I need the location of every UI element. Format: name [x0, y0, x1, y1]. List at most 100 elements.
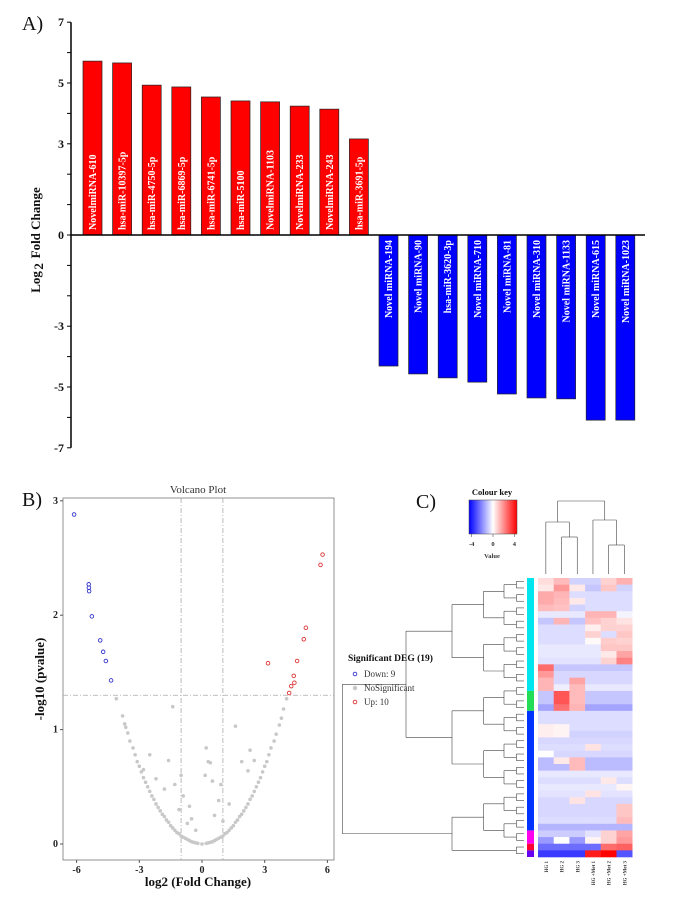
heatmap-cell: [585, 744, 602, 752]
heatmap-cell: [585, 704, 602, 712]
heatmap-cell: [616, 664, 633, 672]
heatmap-cell: [569, 750, 586, 758]
point-nosignificant: [123, 725, 128, 730]
heatmap-cell: [616, 637, 633, 645]
bar-label: Novel miRNA-90: [414, 240, 425, 313]
heatmap-cell: [538, 850, 554, 858]
heatmap-cell: [585, 843, 602, 851]
point-nosignificant: [193, 828, 198, 833]
heatmap-cell: [569, 664, 586, 672]
heatmap-cell: [585, 730, 602, 738]
heatmap-cell: [616, 644, 633, 652]
y-tick-label: 3: [53, 496, 58, 507]
heatmap-cell: [569, 591, 586, 599]
point-nosignificant: [120, 714, 125, 718]
point-nosignificant: [262, 764, 267, 769]
column-label: HG 3: [576, 861, 581, 873]
point-nosignificant: [154, 776, 158, 781]
heatmap-cell: [538, 657, 554, 665]
heatmap-cell: [553, 850, 570, 858]
y-axis-label-subscript: 2: [31, 263, 46, 270]
bar-label: NovelmiRNA-233: [295, 154, 306, 230]
heatmap-cell: [600, 637, 617, 645]
point-nosignificant: [239, 812, 244, 817]
heatmap-cell: [538, 637, 554, 645]
heatmap-cell: [538, 584, 554, 592]
heatmap-cell: [616, 690, 633, 698]
heatmap-cell: [616, 850, 633, 858]
heatmap-cell: [553, 757, 570, 765]
heatmap-cell: [616, 578, 633, 585]
heatmap-cell: [553, 591, 570, 599]
heatmap-cell: [585, 631, 602, 639]
point-nosignificant: [177, 831, 181, 836]
y-tick-label: -3: [54, 319, 64, 333]
heatmap-cell: [585, 657, 602, 665]
heatmap-cell: [538, 803, 554, 811]
point-nosignificant: [204, 841, 208, 846]
point-nosignificant: [133, 752, 137, 757]
bar-label: hsa-miR-3691-5p: [354, 156, 365, 230]
heatmap-cell: [553, 690, 570, 698]
heatmap-cell: [553, 837, 570, 845]
point-nosignificant: [122, 722, 127, 726]
heatmap-cell: [616, 777, 633, 785]
heatmap-cell: [553, 637, 570, 645]
heatmap-cell: [538, 604, 554, 612]
heatmap-cell: [569, 783, 586, 791]
column-label: HG 1: [545, 861, 550, 873]
y-tick-label: 0: [53, 839, 58, 850]
bar-label: hsa-miR-4750-5p: [147, 156, 158, 230]
heatmap-cell: [538, 830, 554, 838]
heatmap-cell: [585, 671, 602, 678]
point-nosignificant: [252, 758, 257, 763]
heatmap-cell: [600, 584, 617, 592]
heatmap-cell: [553, 617, 570, 625]
point-nosignificant: [185, 821, 190, 826]
point-nosignificant: [147, 752, 152, 757]
heatmap-cell: [600, 611, 617, 619]
point-nosignificant: [246, 802, 250, 806]
heatmap-cell: [600, 684, 617, 692]
heatmap-cell: [600, 803, 617, 811]
heatmap-cell: [600, 704, 617, 712]
y-axis-label-rest: Fold Change: [28, 187, 43, 262]
point-nosignificant: [256, 780, 261, 785]
row-group-bar: [527, 578, 534, 691]
panel-label-b: B): [22, 489, 42, 511]
row-group-bar: [527, 843, 534, 851]
heatmap-cell: [538, 644, 554, 652]
heatmap-cell: [569, 724, 586, 732]
bar-label: Novel miRNA-1133: [562, 240, 573, 323]
heatmap-cell: [553, 657, 570, 665]
point-up: [265, 660, 271, 666]
heatmap-cell: [569, 671, 586, 678]
heatmap-cell: [585, 803, 602, 811]
heatmap-cell: [600, 671, 617, 678]
x-tick-label: 0: [200, 865, 205, 876]
point-nosignificant: [160, 812, 165, 817]
heatmap-cell: [553, 611, 570, 619]
heatmap-cell: [553, 843, 570, 851]
colour-key-tick-label: 0: [491, 541, 494, 548]
heatmap-cell: [616, 817, 633, 825]
heatmap-cell: [553, 830, 570, 838]
heatmap-cell: [569, 803, 586, 811]
heatmap-cell: [538, 837, 554, 845]
bar-label: NovelmiRNA-243: [325, 154, 336, 230]
point-nosignificant: [137, 764, 142, 769]
heatmap-cell: [538, 717, 554, 725]
heatmap-cell: [569, 637, 586, 645]
colour-key-gradient: [468, 499, 518, 535]
point-nosignificant: [152, 797, 156, 802]
point-down: [86, 585, 92, 590]
heatmap-cell: [553, 744, 570, 752]
heatmap-cell: [553, 764, 570, 771]
point-up: [303, 625, 309, 631]
heatmap-cell: [616, 724, 633, 732]
heatmap-cell: [569, 684, 586, 692]
heatmap-cell: [600, 770, 617, 778]
heatmap-cell: [600, 777, 617, 785]
heatmap-cell: [585, 591, 602, 599]
point-nosignificant: [128, 739, 132, 743]
